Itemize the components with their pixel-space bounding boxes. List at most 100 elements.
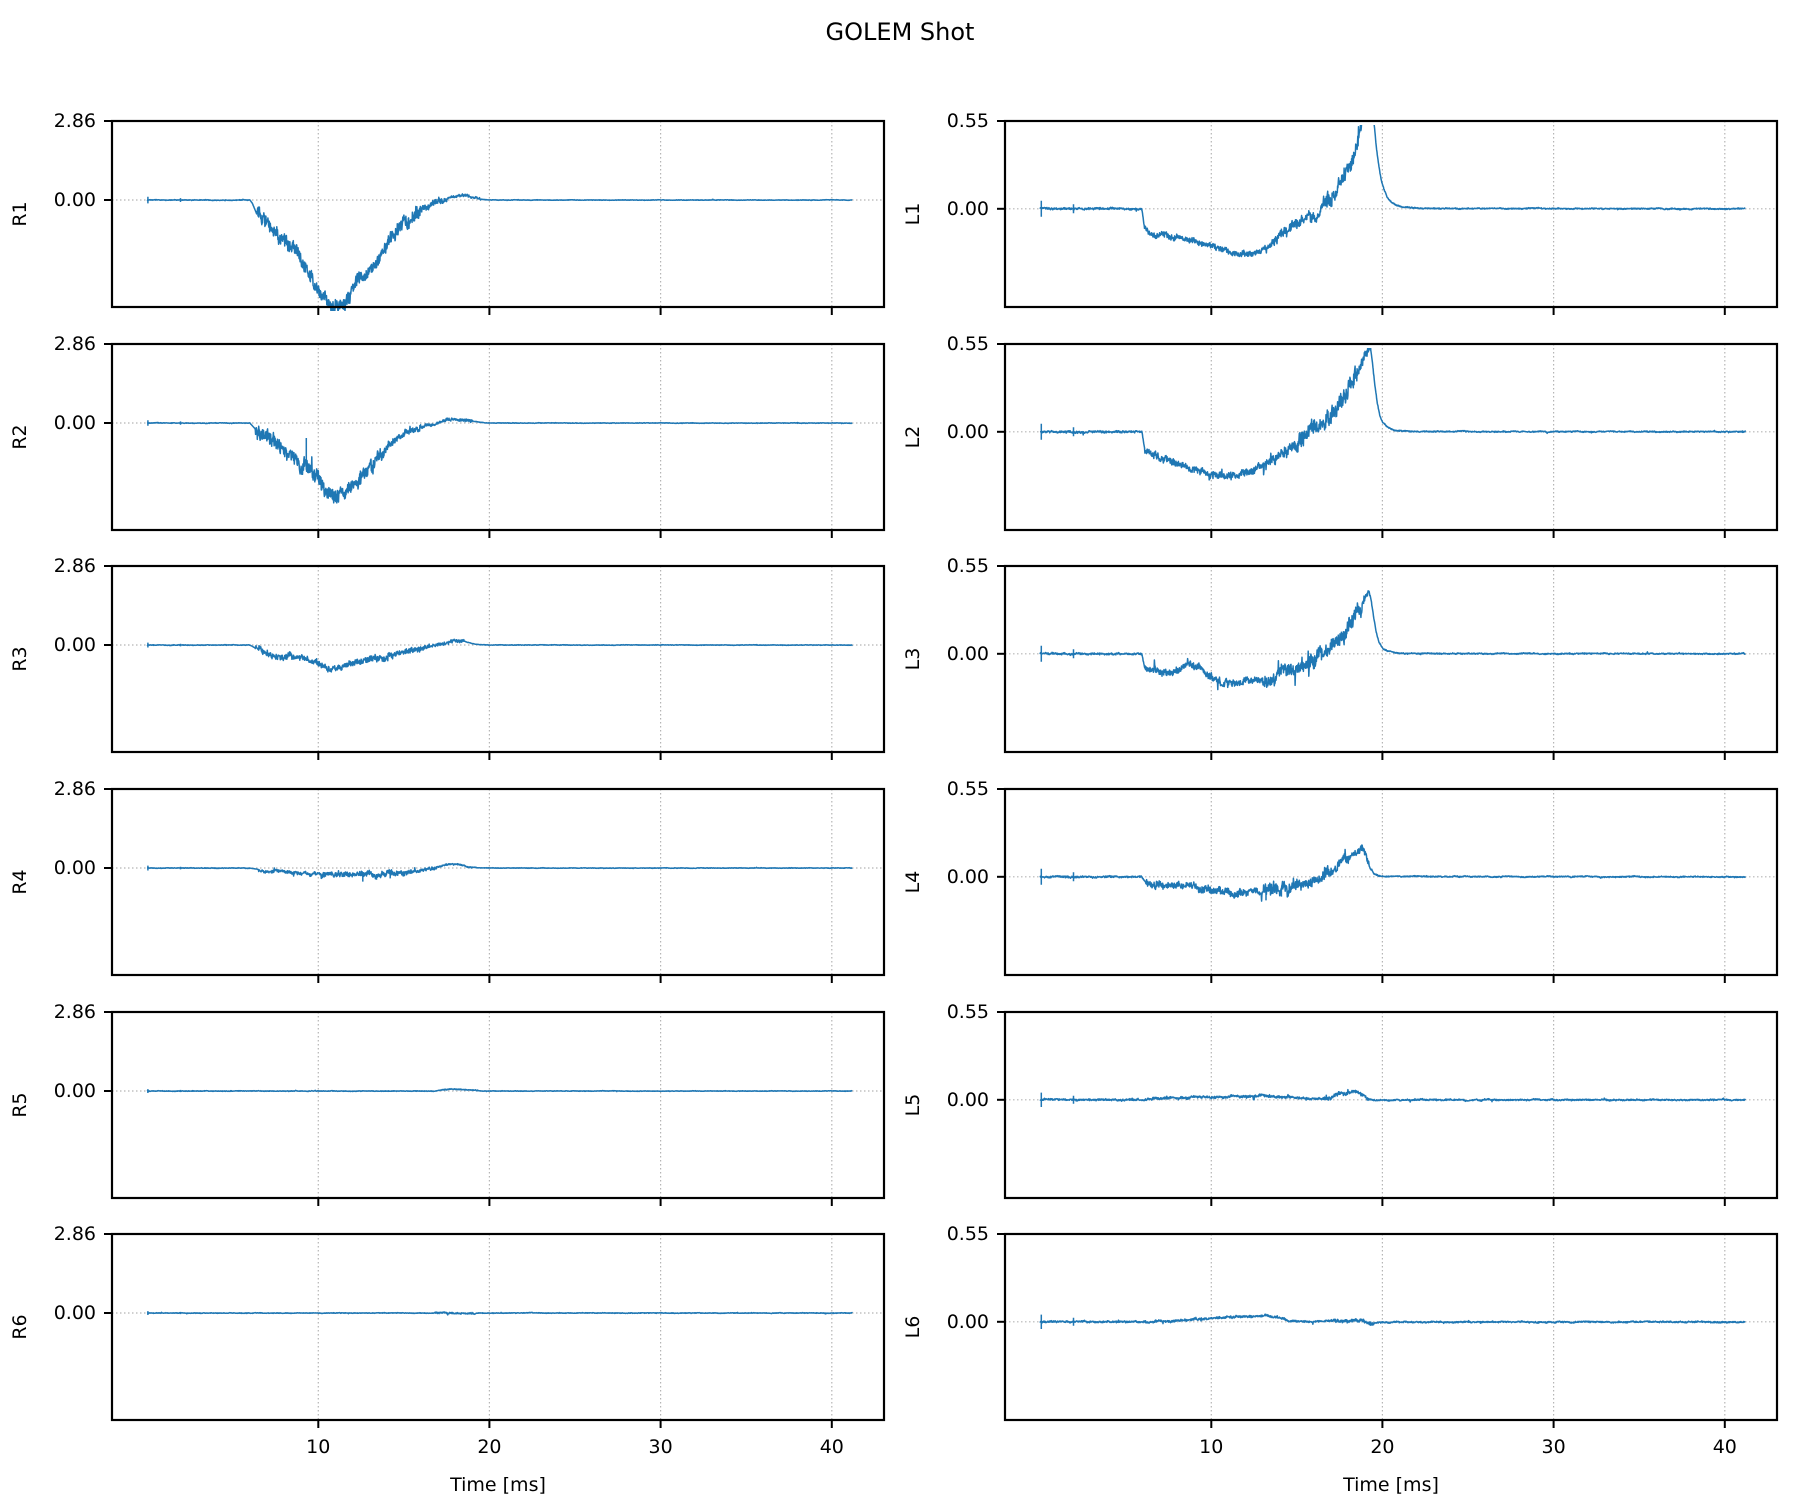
ytick-label-L4-0.55: 0.55 [946,778,989,800]
y-axis-label-L4: L4 [902,870,924,894]
subplot-R2 [100,340,888,544]
xtick-label-R6-20: 20 [477,1436,502,1458]
plot-background [112,789,884,975]
plot-canvas-R3 [104,564,886,760]
y-axis-label-R6: R6 [9,1314,31,1340]
plot-background [1005,1012,1777,1198]
signal-line-L4 [1039,844,1747,902]
ytick-label-L5-0.55: 0.55 [946,1001,989,1023]
subplot-L1 [993,117,1781,321]
plot-canvas-R4 [104,787,886,983]
plot-canvas-R1 [104,119,886,315]
ytick-label-R1-2.86: 2.86 [53,110,96,132]
signal-spikes-L5 [1040,1092,1075,1107]
plot-background [112,1234,884,1420]
signal-spikes-L3 [1040,645,1075,662]
signal-spikes-L6 [1040,1314,1075,1329]
xtick-label-R6-40: 40 [819,1436,844,1458]
y-axis-label-L2: L2 [902,425,924,449]
axes-spines [1003,1232,1779,1422]
ytick-label-L5-0.00: 0.00 [946,1088,989,1111]
ytick-label-R5-0.00: 0.00 [53,1080,96,1103]
plot-canvas-L3 [997,564,1779,760]
plot-canvas-R5 [104,1010,886,1206]
ytick-label-R2-0.00: 0.00 [53,412,96,435]
signal-line-L5 [1039,1088,1747,1103]
y-axis-label-R1: R1 [9,201,31,227]
ytick-label-L3-0.00: 0.00 [946,642,989,665]
chart-title: GOLEM Shot [825,18,975,46]
y-axis-label-R4: R4 [9,869,31,895]
ytick-label-R6-2.86: 2.86 [53,1223,96,1245]
signal-spikes-R3 [147,642,182,648]
axes-spines [1003,564,1779,754]
signal-line-L2 [1039,348,1747,481]
x-axis-label-left: Time [ms] [450,1474,546,1496]
ytick-label-L2-0.00: 0.00 [946,420,989,443]
ytick-label-R3-0.00: 0.00 [53,634,96,657]
ytick-label-R2-2.86: 2.86 [53,333,96,355]
plot-background [112,566,884,752]
ytick-label-R3-2.86: 2.86 [53,555,96,577]
signal-spikes-L4 [1040,868,1283,901]
axes-spines [110,564,886,754]
ytick-label-L4-0.00: 0.00 [946,865,989,888]
subplot-L4 [993,785,1781,989]
subplot-R1 [100,117,888,321]
y-axis-label-R3: R3 [9,646,31,672]
signal-spikes-R5 [147,1089,182,1093]
axes-spines [1003,1010,1779,1200]
signal-spikes-R2 [147,420,308,470]
y-axis-label-L5: L5 [902,1093,924,1117]
plot-canvas-L2 [997,342,1779,538]
axes-spines [110,787,886,977]
ytick-label-L1-0.00: 0.00 [946,197,989,220]
xtick-label-R6-30: 30 [648,1436,673,1458]
subplot-L2 [993,340,1781,544]
signal-line-L1 [1039,125,1746,258]
signal-spikes-R6 [147,1311,182,1315]
axes-spines [1003,342,1779,532]
plot-background [112,344,884,530]
plot-background [112,1012,884,1198]
axes-spines [110,1010,886,1200]
ytick-label-R5-2.86: 2.86 [53,1001,96,1023]
y-axis-label-R5: R5 [9,1092,31,1118]
xtick-label-L6-20: 20 [1370,1436,1395,1458]
y-axis-label-L6: L6 [902,1315,924,1339]
axes-spines [110,119,886,309]
xtick-label-L6-10: 10 [1199,1436,1224,1458]
signal-line-R6 [146,1311,853,1316]
signal-line-R5 [146,1087,853,1093]
signal-line-R4 [146,862,853,880]
subplot-R5 [100,1008,888,1212]
xtick-label-L6-40: 40 [1712,1436,1737,1458]
signal-line-L3 [1039,590,1746,691]
plot-canvas-L6 [997,1232,1779,1428]
plot-canvas-L1 [997,119,1779,315]
axes-spines [1003,787,1779,977]
subplot-L5 [993,1008,1781,1212]
signal-line-R3 [146,638,853,673]
ytick-label-L6-0.55: 0.55 [946,1223,989,1245]
axes-spines [1003,119,1779,309]
ytick-label-L6-0.00: 0.00 [946,1310,989,1333]
signal-line-L6 [1039,1313,1746,1326]
signal-line-R2 [146,417,853,504]
plot-background [1005,121,1777,307]
ytick-label-R4-2.86: 2.86 [53,778,96,800]
ytick-label-R6-0.00: 0.00 [53,1302,96,1325]
subplot-L3 [993,562,1781,766]
plot-canvas-L5 [997,1010,1779,1206]
subplot-R4 [100,785,888,989]
subplot-R3 [100,562,888,766]
plot-background [1005,1234,1777,1420]
plot-background [1005,789,1777,975]
plot-canvas-L4 [997,787,1779,983]
axes-spines [110,342,886,532]
ytick-label-L1-0.55: 0.55 [946,110,989,132]
plot-canvas-R2 [104,342,886,538]
subplot-R6 [100,1230,888,1434]
ytick-label-L2-0.55: 0.55 [946,333,989,355]
